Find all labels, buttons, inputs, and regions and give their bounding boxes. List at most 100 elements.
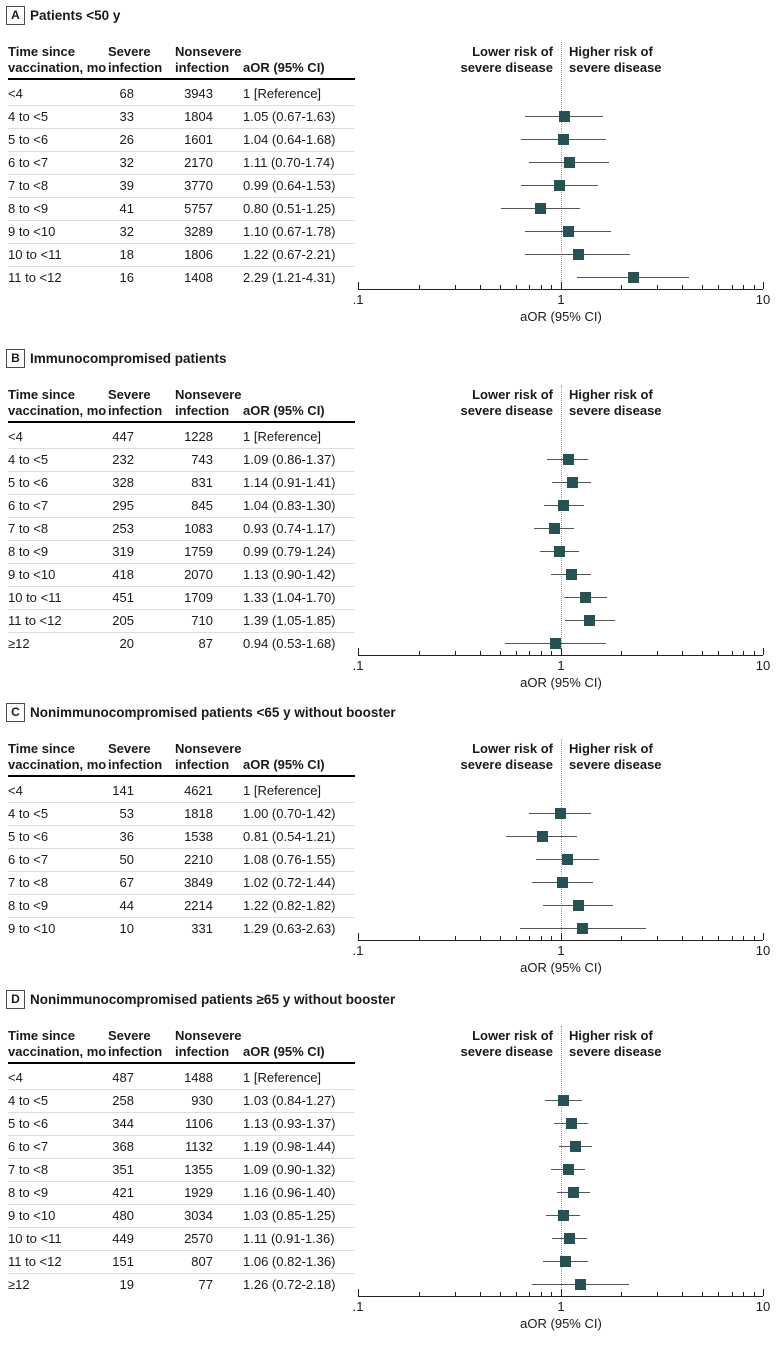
reference-line <box>561 385 562 655</box>
axis-minor-tick <box>702 285 703 289</box>
cell-time: 11 to <12 <box>8 270 62 285</box>
row-separator <box>8 871 355 872</box>
cell-nonsevere: 3289 <box>184 224 213 239</box>
cell-nonsevere: 1488 <box>184 1070 213 1085</box>
col-header-time-line1: Time since <box>8 387 75 402</box>
axis-minor-tick <box>516 651 517 655</box>
row-separator <box>8 1112 355 1113</box>
cell-aor: 1.11 (0.70-1.74) <box>243 155 335 170</box>
cell-severe: 368 <box>112 1139 134 1154</box>
cell-aor: 1 [Reference] <box>243 429 322 444</box>
cell-nonsevere: 1929 <box>184 1185 213 1200</box>
point-marker <box>536 831 548 842</box>
axis-minor-tick <box>732 936 733 940</box>
point-marker <box>627 272 639 283</box>
axis-minor-tick <box>455 285 456 289</box>
axis-minor-tick <box>419 285 420 289</box>
risk-label-left-line1: Lower risk of <box>472 1028 553 1043</box>
cell-time: 9 to <10 <box>8 1208 56 1223</box>
col-header-nonsevere-line1: Nonsevere <box>175 44 242 59</box>
cell-time: 8 to <9 <box>8 898 49 913</box>
axis-minor-tick <box>516 936 517 940</box>
row-separator <box>8 894 355 895</box>
cell-nonsevere: 2210 <box>184 852 213 867</box>
cell-time: 7 to <8 <box>8 521 49 536</box>
axis-tick-label: .1 <box>352 943 364 958</box>
cell-severe: 151 <box>112 1254 134 1269</box>
cell-time: 5 to <6 <box>8 132 49 147</box>
cell-nonsevere: 1806 <box>184 247 213 262</box>
row-separator <box>8 1227 355 1228</box>
header-underline <box>8 78 355 80</box>
axis-major-tick <box>763 648 764 655</box>
row-separator <box>8 1204 355 1205</box>
cell-time: <4 <box>8 1070 23 1085</box>
cell-severe: 480 <box>112 1208 134 1223</box>
col-header-severe-line2: infection <box>108 1044 163 1059</box>
row-separator <box>8 1273 355 1274</box>
axis-minor-tick <box>754 285 755 289</box>
point-marker <box>568 1187 580 1198</box>
panel-B: B Immunocompromised patients Time since vac… <box>0 343 780 695</box>
col-header-nonsevere-line2: infection <box>175 403 230 418</box>
cell-aor: 1.08 (0.76-1.55) <box>243 852 336 867</box>
axis-minor-tick <box>419 1292 420 1296</box>
axis-minor-tick <box>480 936 481 940</box>
point-marker <box>556 877 568 888</box>
col-header-aor: aOR (95% CI) <box>243 403 325 418</box>
point-marker <box>572 249 584 260</box>
cell-time: 11 to <12 <box>8 613 62 628</box>
cell-time: ≥12 <box>8 636 30 651</box>
axis-major-tick <box>561 1289 562 1296</box>
col-header-time-line2: vaccination, mo <box>8 757 107 772</box>
x-axis <box>358 289 763 290</box>
col-header-severe-line1: Severe <box>108 44 151 59</box>
axis-minor-tick <box>455 936 456 940</box>
axis-minor-tick <box>551 1292 552 1296</box>
point-marker <box>535 203 547 214</box>
risk-label-right-line2: severe disease <box>569 403 662 418</box>
cell-aor: 1 [Reference] <box>243 1070 322 1085</box>
cell-nonsevere: 1709 <box>184 590 213 605</box>
axis-tick-label: 1 <box>557 1299 565 1314</box>
panel-A: A Patients <50 y Time since vaccination, mo… <box>0 0 780 329</box>
cell-time: 4 to <5 <box>8 452 49 467</box>
panel-letter: B <box>6 349 25 368</box>
axis-minor-tick <box>754 936 755 940</box>
cell-time: 5 to <6 <box>8 1116 49 1131</box>
col-header-nonsevere-line2: infection <box>175 757 230 772</box>
cell-severe: 487 <box>112 1070 134 1085</box>
x-axis <box>358 1296 763 1297</box>
axis-minor-tick <box>743 1292 744 1296</box>
cell-time: 6 to <7 <box>8 1139 49 1154</box>
cell-nonsevere: 1408 <box>184 270 213 285</box>
cell-aor: 1.13 (0.93-1.37) <box>243 1116 336 1131</box>
row-separator <box>8 105 355 106</box>
axis-minor-tick <box>529 285 530 289</box>
risk-label-left-line2: severe disease <box>460 60 553 75</box>
cell-aor: 1.03 (0.85-1.25) <box>243 1208 336 1223</box>
axis-minor-tick <box>732 1292 733 1296</box>
cell-time: 5 to <6 <box>8 475 49 490</box>
x-axis <box>358 940 763 941</box>
cell-severe: 67 <box>119 875 134 890</box>
axis-minor-tick <box>702 651 703 655</box>
col-header-time-line1: Time since <box>8 741 75 756</box>
point-marker <box>564 1233 576 1244</box>
cell-aor: 1.14 (0.91-1.41) <box>243 475 336 490</box>
cell-time: 6 to <7 <box>8 498 49 513</box>
axis-minor-tick <box>551 285 552 289</box>
risk-label-right-line2: severe disease <box>569 60 662 75</box>
axis-minor-tick <box>657 651 658 655</box>
cell-time: 11 to <12 <box>8 1254 62 1269</box>
cell-nonsevere: 1228 <box>184 429 213 444</box>
cell-severe: 18 <box>119 247 134 262</box>
cell-nonsevere: 77 <box>198 1277 213 1292</box>
cell-severe: 421 <box>112 1185 134 1200</box>
cell-aor: 1.11 (0.91-1.36) <box>243 1231 335 1246</box>
col-header-time-line1: Time since <box>8 44 75 59</box>
row-separator <box>8 586 355 587</box>
panel-letter: A <box>6 6 25 25</box>
cell-nonsevere: 1083 <box>184 521 213 536</box>
cell-severe: 68 <box>119 86 134 101</box>
